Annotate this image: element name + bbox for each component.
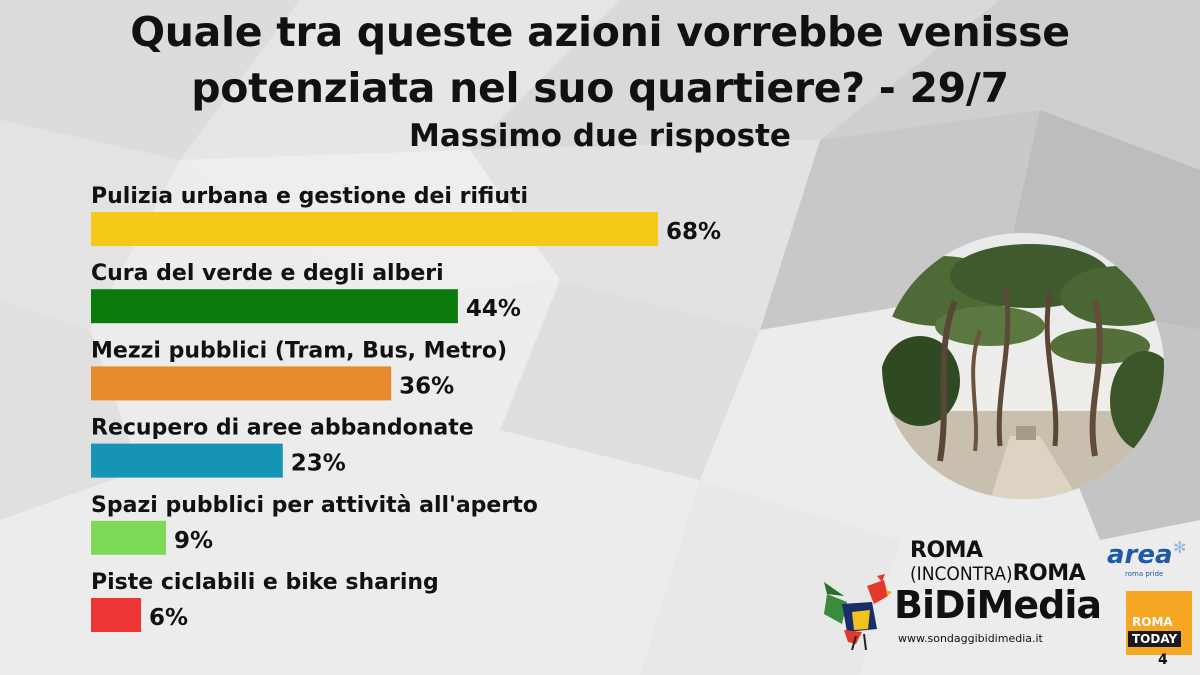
value-label: 44% bbox=[466, 296, 521, 322]
category-label: Spazi pubblici per attività all'aperto bbox=[91, 493, 538, 518]
area-logo-sub: roma pride bbox=[1125, 570, 1164, 578]
bar bbox=[91, 212, 658, 246]
category-label: Pulizia urbana e gestione dei rifiuti bbox=[91, 184, 528, 209]
bidimedia-wordmark: BiDiMedia bbox=[894, 583, 1102, 627]
title-line-1: Quale tra queste azioni vorrebbe venisse bbox=[130, 8, 1070, 56]
chart-title: Quale tra queste azioni vorrebbe venisse… bbox=[100, 4, 1100, 116]
roma-incontra-roma-logo: ROMA (INCONTRA)ROMA bbox=[910, 538, 1086, 587]
area-roma-pride-logo: area roma pride ✻ bbox=[1107, 538, 1186, 578]
area-logo-word: area bbox=[1107, 540, 1173, 570]
title-line-2: potenziata nel suo quartiere? - 29/7 bbox=[191, 64, 1009, 112]
page-number: 4 bbox=[1158, 652, 1168, 668]
roma-logo-word-1: ROMA bbox=[910, 538, 983, 563]
roma-logo-word-2: ROMA bbox=[1012, 561, 1086, 586]
value-label: 6% bbox=[149, 605, 188, 631]
snowflake-icon: ✻ bbox=[1173, 538, 1187, 557]
category-label: Mezzi pubblici (Tram, Bus, Metro) bbox=[91, 338, 507, 363]
roma-today-logo: ROMA TODAY bbox=[1126, 591, 1192, 655]
bar bbox=[91, 598, 142, 632]
roma-logo-incontra: (INCONTRA) bbox=[910, 563, 1013, 585]
value-label: 23% bbox=[291, 451, 346, 477]
park-photo bbox=[882, 233, 1164, 499]
bar bbox=[91, 289, 458, 324]
category-label: Cura del verde e degli alberi bbox=[91, 261, 444, 286]
bar bbox=[91, 443, 283, 478]
bar bbox=[91, 520, 167, 555]
roma-today-word-1: ROMA bbox=[1132, 615, 1173, 629]
value-label: 68% bbox=[666, 219, 721, 245]
value-label: 36% bbox=[399, 373, 454, 399]
category-label: Piste ciclabili e bike sharing bbox=[91, 570, 439, 595]
value-label: 9% bbox=[174, 528, 213, 554]
chart-subtitle: Massimo due risposte bbox=[409, 118, 791, 154]
bar bbox=[91, 366, 392, 401]
category-label: Recupero di aree abbandonate bbox=[91, 416, 474, 441]
bidimedia-url: www.sondaggibidimedia.it bbox=[898, 632, 1043, 645]
rooster-icon bbox=[824, 574, 892, 650]
roma-today-word-2: TODAY bbox=[1128, 631, 1182, 647]
